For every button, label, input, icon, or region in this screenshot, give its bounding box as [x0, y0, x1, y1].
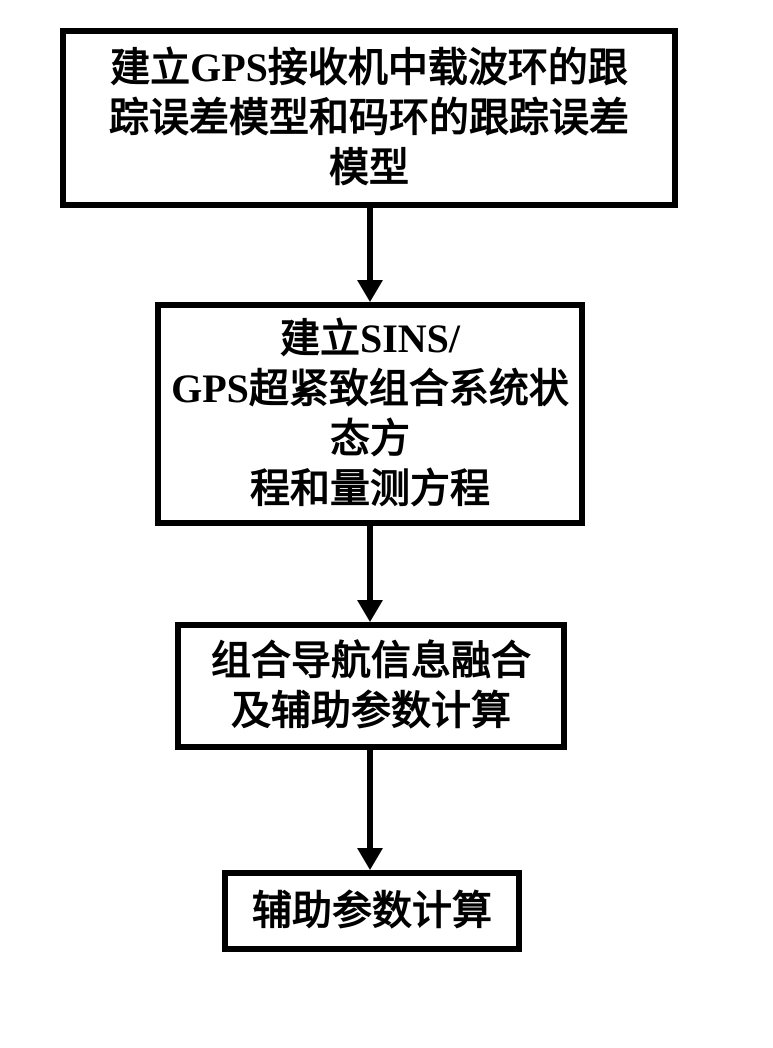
flow-arrow-2: [350, 526, 390, 622]
flow-arrow-2-head: [357, 600, 383, 622]
flow-node-4: 辅助参数计算: [222, 870, 522, 952]
flow-arrow-3-head: [357, 848, 383, 870]
flow-node-1: 建立GPS接收机中载波环的跟 踪误差模型和码环的跟踪误差 模型: [60, 28, 678, 208]
flow-arrow-1: [350, 208, 390, 302]
flow-node-4-label: 辅助参数计算: [252, 886, 492, 936]
flowchart-canvas: 建立GPS接收机中载波环的跟 踪误差模型和码环的跟踪误差 模型 建立SINS/ …: [0, 0, 773, 1048]
flow-node-2-label: 建立SINS/ GPS超紧致组合系统状态方 程和量测方程: [171, 314, 569, 514]
flow-arrow-1-head: [357, 280, 383, 302]
flow-node-1-label: 建立GPS接收机中载波环的跟 踪误差模型和码环的跟踪误差 模型: [109, 43, 629, 193]
flow-node-2: 建立SINS/ GPS超紧致组合系统状态方 程和量测方程: [155, 302, 585, 526]
flow-node-3: 组合导航信息融合 及辅助参数计算: [175, 622, 567, 750]
flow-node-3-label: 组合导航信息融合 及辅助参数计算: [211, 636, 531, 736]
flow-arrow-3: [350, 750, 390, 870]
